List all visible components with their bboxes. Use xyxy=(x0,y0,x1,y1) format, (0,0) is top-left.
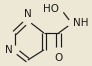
Text: N: N xyxy=(24,9,32,19)
Text: HO: HO xyxy=(43,4,59,14)
Text: O: O xyxy=(54,53,63,63)
Text: NH: NH xyxy=(73,18,89,28)
Text: N: N xyxy=(5,45,13,55)
